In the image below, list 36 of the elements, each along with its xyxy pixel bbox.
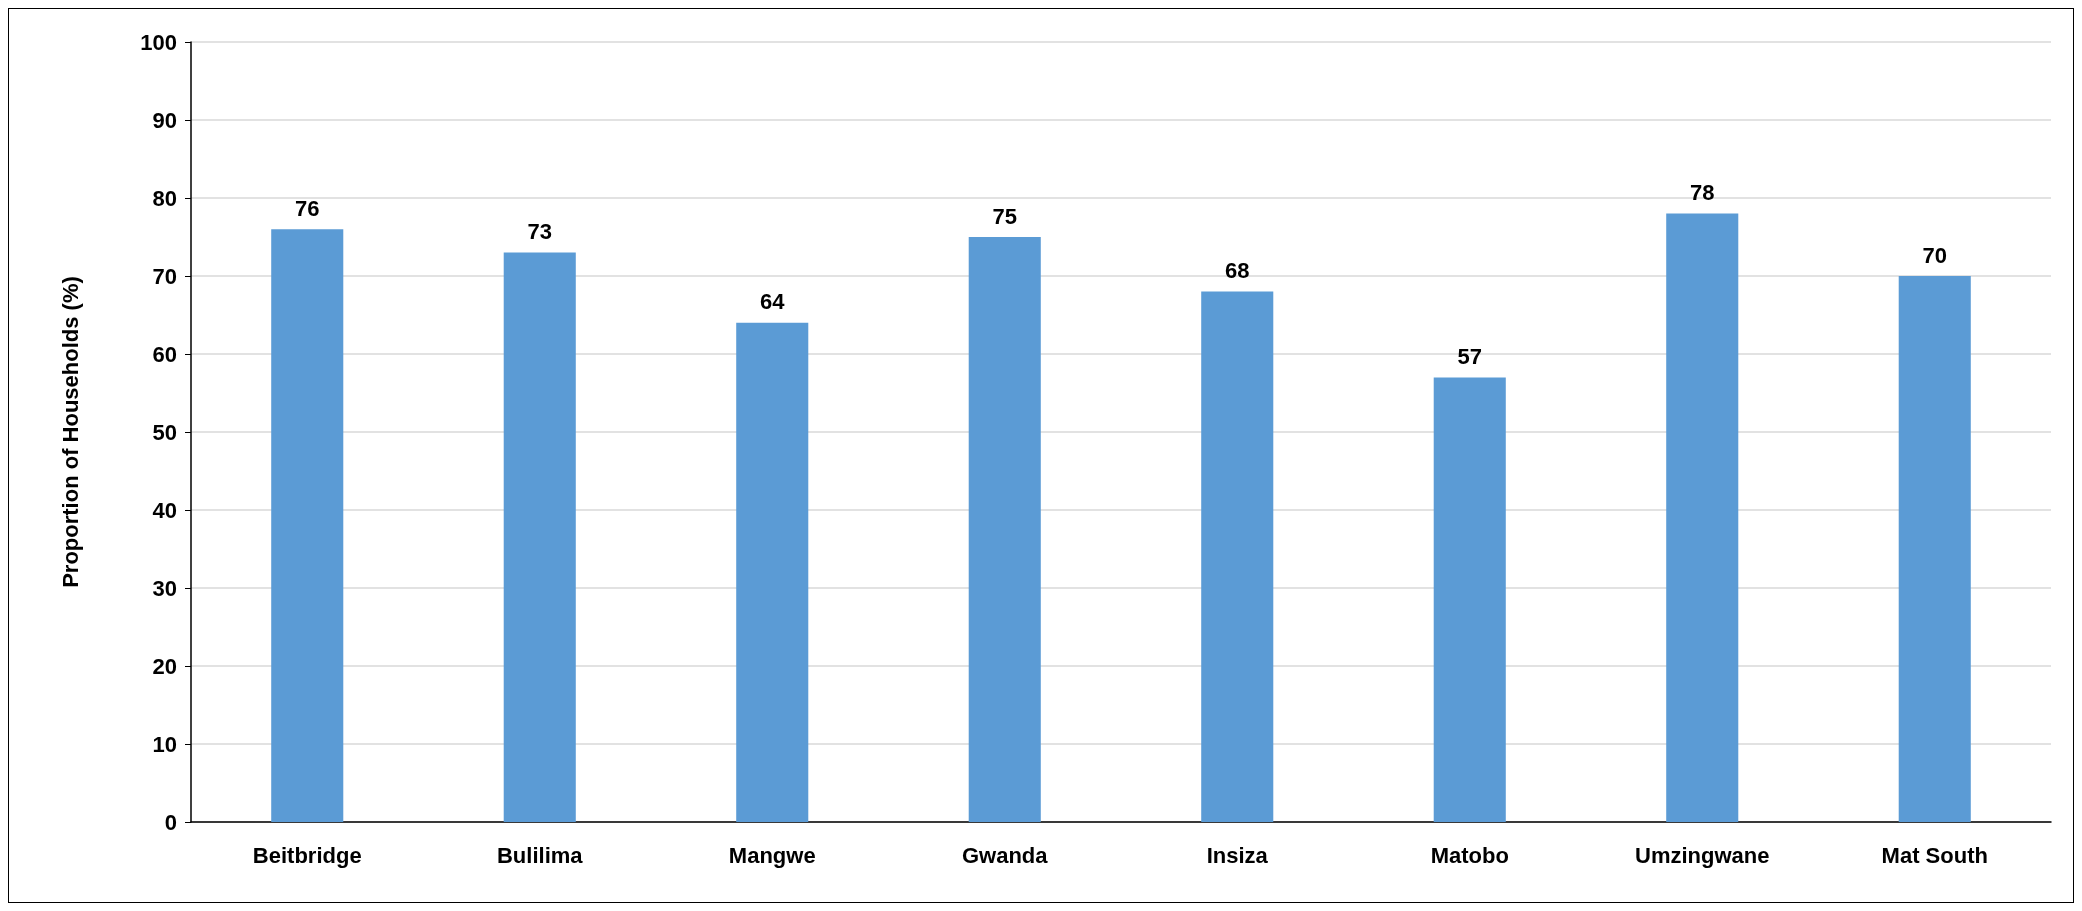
bar bbox=[503, 252, 576, 822]
y-tick-label: 40 bbox=[152, 497, 177, 523]
y-tick-label: 10 bbox=[152, 731, 177, 757]
data-label: 68 bbox=[1225, 258, 1250, 284]
x-tick-label: Mangwe bbox=[728, 842, 816, 868]
y-tick-label: 30 bbox=[152, 575, 177, 601]
x-tick-label: Mat South bbox=[1881, 842, 1988, 868]
y-tick-label: 90 bbox=[152, 107, 177, 133]
data-label: 76 bbox=[295, 195, 320, 221]
x-tick-label: Insiza bbox=[1206, 842, 1269, 868]
y-tick-label: 20 bbox=[152, 653, 177, 679]
bar bbox=[1666, 213, 1739, 822]
data-label: 57 bbox=[1457, 343, 1482, 369]
data-label: 78 bbox=[1690, 180, 1715, 206]
data-label: 70 bbox=[1922, 242, 1947, 268]
data-label: 73 bbox=[527, 219, 552, 245]
x-tick-label: Beitbridge bbox=[252, 842, 362, 868]
bar bbox=[968, 237, 1041, 822]
y-tick-label: 50 bbox=[152, 419, 177, 445]
y-tick-label: 70 bbox=[152, 263, 177, 289]
bar bbox=[1201, 291, 1274, 822]
y-axis-title: Proportion of Households (%) bbox=[57, 276, 83, 588]
y-tick-label: 60 bbox=[152, 341, 177, 367]
y-tick-label: 80 bbox=[152, 185, 177, 211]
bar bbox=[271, 229, 344, 822]
y-tick-label: 100 bbox=[140, 29, 177, 55]
x-tick-label: Gwanda bbox=[961, 842, 1049, 868]
y-tick-label: 0 bbox=[164, 809, 177, 835]
x-tick-label: Umzingwane bbox=[1635, 842, 1770, 868]
data-label: 75 bbox=[992, 203, 1017, 229]
bar bbox=[736, 322, 809, 822]
data-label: 64 bbox=[760, 289, 786, 315]
bar bbox=[1898, 276, 1971, 822]
x-tick-label: Matobo bbox=[1430, 842, 1509, 868]
bar bbox=[1433, 377, 1506, 822]
x-tick-label: Bulilima bbox=[496, 842, 584, 868]
